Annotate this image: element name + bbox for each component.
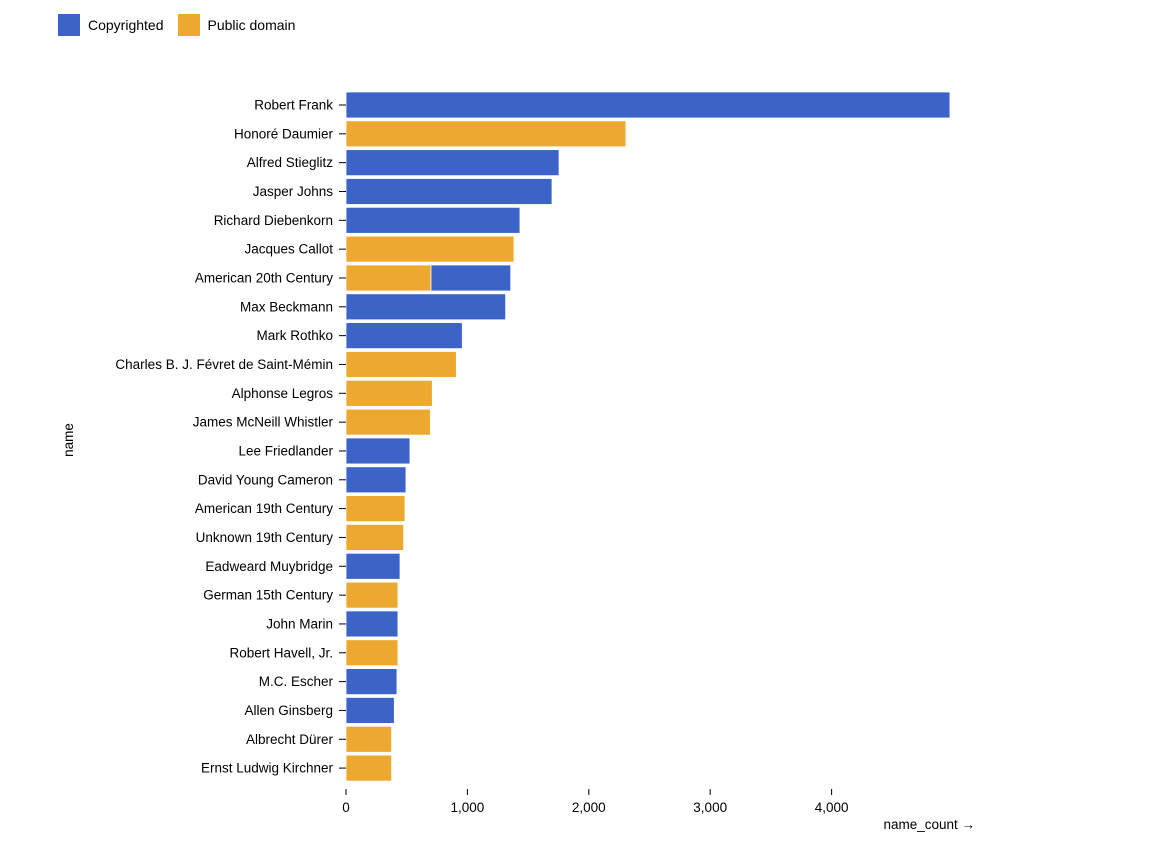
y-tick-label: American 19th Century	[195, 501, 333, 516]
y-tick-label: Honoré Daumier	[234, 126, 334, 141]
legend-item-copyrighted: Copyrighted	[58, 14, 164, 36]
y-tick-label: Alfred Stieglitz	[247, 155, 334, 170]
y-tick-label: Richard Diebenkorn	[214, 213, 333, 228]
y-tick-label: Robert Havell, Jr.	[229, 645, 333, 660]
bar-public-domain	[345, 379, 433, 407]
legend-item-public-domain: Public domain	[177, 14, 296, 36]
bar-copyrighted	[345, 697, 395, 724]
bar-public-domain	[345, 754, 393, 782]
bar-copyrighted	[345, 466, 407, 494]
y-tick-label: James McNeill Whistler	[193, 415, 334, 430]
y-tick-label: Robert Frank	[254, 98, 333, 113]
y-tick-label: John Marin	[266, 616, 333, 631]
bar-copyrighted	[430, 264, 512, 292]
y-axis-title: name	[61, 423, 76, 457]
bars-group	[345, 91, 951, 782]
bar-copyrighted	[345, 610, 399, 638]
x-tick-label: 4,000	[815, 800, 849, 815]
bar-copyrighted	[345, 91, 951, 119]
bar-public-domain	[345, 581, 399, 609]
bar-public-domain	[345, 264, 432, 292]
bar-copyrighted	[345, 206, 521, 234]
bar-copyrighted	[345, 293, 507, 321]
bar-copyrighted	[345, 437, 411, 465]
y-axis: Robert Frank Honoré Daumier Alfred Stiegli…	[115, 98, 346, 776]
y-tick-label: Jasper Johns	[253, 184, 334, 199]
y-tick-label: American 20th Century	[195, 270, 333, 285]
y-tick-label: Lee Friedlander	[238, 443, 333, 458]
y-tick-label: German 15th Century	[203, 588, 333, 603]
bar-copyrighted	[345, 668, 398, 695]
y-tick-label: Eadweard Muybridge	[205, 559, 333, 574]
bar-copyrighted	[345, 322, 463, 350]
y-tick-label: Jacques Callot	[244, 242, 333, 257]
y-tick-label: David Young Cameron	[198, 472, 333, 487]
y-tick-label: Ernst Ludwig Kirchner	[201, 761, 334, 776]
y-tick-label: Max Beckmann	[240, 299, 333, 314]
y-tick-label: Albrecht Dürer	[246, 732, 334, 747]
y-tick-label: Charles B. J. Févret de Saint-Mémin	[115, 357, 333, 372]
legend-label: Public domain	[207, 17, 296, 33]
x-axis: 0 1,000 2,000 3,000 4,000	[342, 789, 848, 815]
x-tick-label: 2,000	[572, 800, 606, 815]
bar-public-domain	[345, 120, 627, 148]
legend-swatch-copyrighted	[58, 14, 80, 36]
bar-public-domain	[345, 639, 399, 667]
x-tick-label: 0	[342, 800, 350, 815]
y-tick-label: M.C. Escher	[259, 674, 334, 689]
legend-label: Copyrighted	[88, 17, 164, 33]
chart-legend: Copyrighted Public domain	[58, 14, 295, 36]
y-tick-label: Alphonse Legros	[232, 386, 334, 401]
y-tick-label: Unknown 19th Century	[196, 530, 334, 545]
bar-copyrighted	[345, 552, 401, 580]
bar-public-domain	[345, 235, 515, 263]
x-axis-title: name_count →	[883, 817, 975, 832]
bar-public-domain	[345, 495, 406, 523]
y-tick-label: Allen Ginsberg	[244, 703, 333, 718]
bar-public-domain	[345, 725, 393, 753]
legend-swatch-public-domain	[177, 14, 200, 36]
bar-public-domain	[345, 524, 405, 551]
x-tick-label: 1,000	[451, 800, 485, 815]
bar-public-domain	[345, 408, 431, 436]
x-tick-label: 3,000	[693, 800, 727, 815]
bar-copyrighted	[345, 149, 560, 177]
bar-copyrighted	[345, 178, 553, 205]
y-tick-label: Mark Rothko	[256, 328, 333, 343]
bar-public-domain	[345, 351, 457, 378]
